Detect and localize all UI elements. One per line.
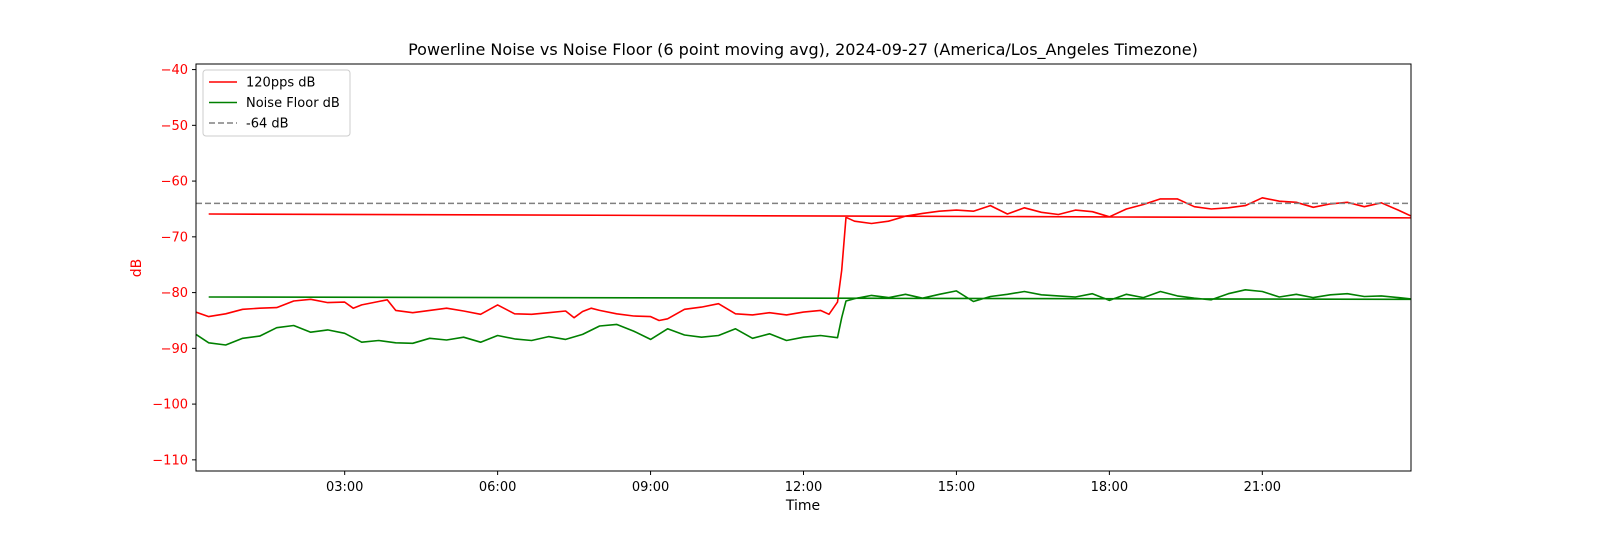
- y-tick-label-3: −70: [161, 230, 188, 245]
- y-tick-label-1: −50: [161, 119, 188, 134]
- y-tick-label-0: −40: [161, 63, 188, 78]
- x-tick-label-1: 06:00: [479, 480, 516, 495]
- legend-label-1: Noise Floor dB: [246, 96, 340, 111]
- x-tick-label-3: 12:00: [785, 480, 822, 495]
- x-axis: 03:00 06:00 09:00 12:00 15:00 18:00 21:00: [326, 471, 1281, 495]
- legend-box: [202, 69, 351, 137]
- chart-title: Powerline Noise vs Noise Floor (6 point …: [408, 40, 1198, 60]
- legend-label-2: -64 dB: [246, 117, 289, 132]
- x-tick-label-5: 18:00: [1091, 480, 1128, 495]
- series-layer: [196, 197, 1411, 346]
- legend: 120pps dB Noise Floor dB -64 dB: [202, 69, 351, 137]
- y-tick-label-2: −60: [161, 175, 188, 190]
- x-tick-label-0: 03:00: [326, 480, 363, 495]
- x-tick-label-4: 15:00: [938, 480, 975, 495]
- plot-area: [195, 63, 1412, 472]
- x-tick-label-2: 09:00: [632, 480, 669, 495]
- x-axis-label: Time: [785, 498, 820, 514]
- series-line-1: [196, 289, 1411, 346]
- legend-label-0: 120pps dB: [246, 76, 315, 91]
- y-tick-label-4: −80: [161, 286, 188, 301]
- x-tick-label-6: 21:00: [1244, 480, 1281, 495]
- y-tick-label-7: −110: [152, 453, 188, 468]
- y-axis: −40 −50 −60 −70 −80 −90 −100 −110: [152, 63, 196, 468]
- y-axis-label: dB: [129, 259, 145, 278]
- y-tick-label-6: −100: [152, 398, 188, 413]
- y-tick-label-5: −90: [161, 342, 188, 357]
- series-line-0: [196, 197, 1411, 322]
